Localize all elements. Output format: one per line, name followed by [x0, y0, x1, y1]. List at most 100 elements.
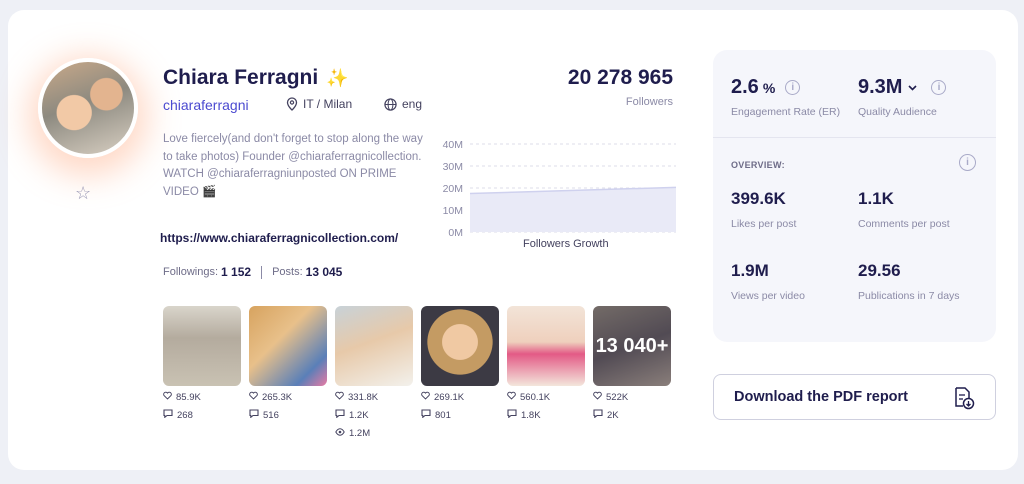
comment-icon [593, 409, 603, 421]
heart-icon [249, 391, 258, 403]
post-likes-count: 522K [606, 391, 629, 403]
post-likes: 522K [593, 391, 671, 403]
y-tick-label: 40M [443, 139, 463, 151]
post-comments-count: 268 [177, 409, 193, 421]
star-icon[interactable]: ☆ [75, 183, 92, 203]
publications-value: 29.56 [858, 261, 901, 280]
engagement-rate-value: 2.6% i [731, 76, 801, 99]
profile-handle[interactable]: chiaraferragni [163, 97, 249, 113]
avatar-image [38, 58, 138, 158]
post-thumbnail[interactable] [507, 306, 585, 386]
views-per-video-label: Views per video [731, 290, 805, 302]
post-comments: 2K [593, 409, 671, 421]
comments-per-post-value: 1.1K [858, 189, 894, 208]
post-item: 331.8K 1.2K 1.2M [335, 306, 413, 439]
download-pdf-button[interactable]: Download the PDF report [713, 374, 996, 420]
profile-location: IT / Milan [286, 97, 352, 111]
profile-name: Chiara Ferragni ✨ [163, 66, 348, 90]
profile-card: ☆ Chiara Ferragni ✨ chiaraferragni IT / … [8, 10, 1018, 470]
heart-icon [593, 391, 602, 403]
stats-panel: 2.6% i Engagement Rate (ER) 9.3M i Quali… [713, 50, 996, 342]
more-posts-count[interactable]: 13 040+ [593, 306, 671, 386]
download-pdf-label: Download the PDF report [734, 389, 908, 405]
series-area [470, 187, 676, 232]
heart-icon [421, 391, 430, 403]
location-text: IT / Milan [303, 97, 353, 111]
likes-per-post-value: 399.6K [731, 189, 786, 208]
comments-per-post-label: Comments per post [858, 218, 950, 230]
comment-icon [421, 409, 431, 421]
post-likes: 269.1K [421, 391, 499, 403]
comment-icon [507, 409, 517, 421]
post-thumbnail[interactable]: 13 040+ [593, 306, 671, 386]
follow-counts: Followings: 1 152 Posts: 13 045 [163, 265, 342, 279]
followings-count: 1 152 [221, 265, 252, 279]
heart-icon [507, 391, 516, 403]
post-item: 269.1K 801 [421, 306, 499, 439]
sparkle-icon: ✨ [326, 68, 349, 88]
followers-label: Followers [625, 96, 673, 108]
post-thumbnail[interactable] [249, 306, 327, 386]
post-item: 13 040+ 522K 2K [593, 306, 671, 439]
profile-name-text: Chiara Ferragni [163, 66, 319, 89]
info-icon[interactable]: i [785, 80, 801, 95]
post-thumbnail[interactable] [335, 306, 413, 386]
post-likes: 560.1K [507, 391, 585, 403]
engagement-rate-label: Engagement Rate (ER) [731, 106, 841, 118]
divider [713, 137, 996, 138]
quality-audience-label: Quality Audience [858, 106, 937, 118]
chevron-down-icon[interactable] [908, 84, 918, 91]
info-icon[interactable]: i [931, 80, 947, 95]
post-thumbnail[interactable] [163, 306, 241, 386]
post-likes-count: 85.9K [176, 391, 201, 403]
post-comments-count: 801 [435, 409, 451, 421]
views-per-video-value: 1.9M [731, 261, 769, 280]
post-item: 560.1K 1.8K [507, 306, 585, 439]
followers-count: 20 278 965 [567, 66, 673, 89]
post-likes-count: 331.8K [348, 391, 379, 403]
quality-audience-value: 9.3M i [858, 76, 947, 99]
post-likes: 85.9K [163, 391, 241, 403]
y-tick-label: 10M [443, 205, 463, 217]
language-text: eng [402, 97, 423, 111]
posts-count: 13 045 [305, 265, 343, 279]
profile-url[interactable]: https://www.chiaraferragnicollection.com… [160, 231, 399, 245]
qa-number: 9.3M [858, 76, 903, 98]
post-comments: 1.2K [335, 409, 413, 421]
post-comments: 268 [163, 409, 241, 421]
profile-bio: Love fiercely(and don't forget to stop a… [163, 133, 423, 198]
post-likes-count: 560.1K [520, 391, 551, 403]
post-views-count: 1.2M [349, 427, 371, 439]
avatar[interactable] [38, 58, 138, 158]
post-thumbnail[interactable] [421, 306, 499, 386]
post-comments-count: 1.8K [521, 409, 541, 421]
followers-growth-chart: 40M 30M 20M 10M 0M [443, 139, 676, 238]
post-comments: 516 [249, 409, 327, 421]
profile-language: eng [384, 97, 422, 111]
heart-icon [335, 391, 344, 403]
publications-label: Publications in 7 days [858, 290, 960, 302]
post-likes-count: 269.1K [434, 391, 465, 403]
overview-heading: OVERVIEW: [731, 160, 785, 170]
location-pin-icon [286, 97, 298, 111]
comment-icon [249, 409, 259, 421]
post-comments: 1.8K [507, 409, 585, 421]
post-likes-count: 265.3K [262, 391, 293, 403]
separator [261, 265, 263, 279]
info-icon[interactable]: i [959, 154, 976, 171]
post-likes: 265.3K [249, 391, 327, 403]
followings-label: Followings: [163, 266, 219, 278]
series-line [469, 186, 676, 195]
post-item: 85.9K 268 [163, 306, 241, 439]
pdf-download-icon [955, 387, 975, 410]
post-item: 265.3K 516 [249, 306, 327, 439]
comment-icon [163, 409, 173, 421]
comment-icon [335, 409, 345, 421]
chart-title: Followers Growth [523, 238, 609, 250]
post-likes: 331.8K [335, 391, 413, 403]
er-number: 2.6 [731, 76, 759, 98]
eye-icon [335, 427, 345, 439]
heart-icon [163, 391, 172, 403]
recent-posts: 85.9K 268 265.3K 516 331.8K 1.2K 1.2M 269.1K 801… [163, 306, 671, 439]
post-comments-count: 516 [263, 409, 279, 421]
